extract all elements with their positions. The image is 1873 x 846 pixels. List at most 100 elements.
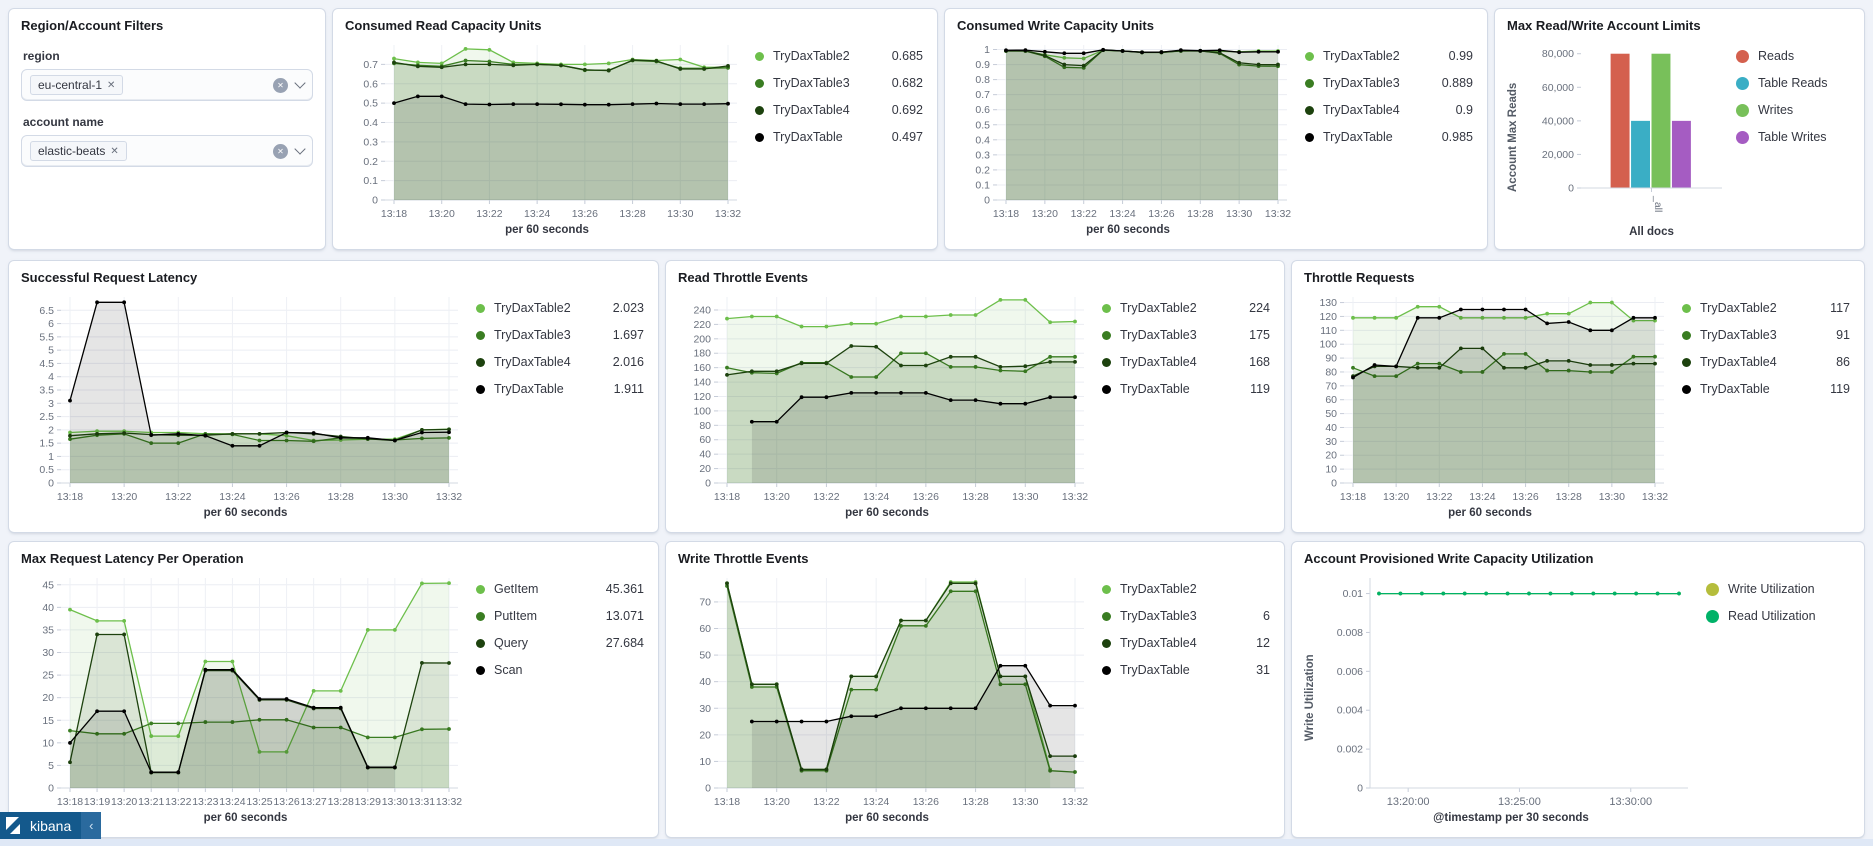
- legend-label: TryDaxTable4: [773, 103, 850, 117]
- legend-item[interactable]: TryDaxTable2 224: [1102, 301, 1270, 315]
- consumed-read-capacity-chart[interactable]: 0 0.1 0.2 0.3 0.4 0.5 0.6 0.7 13:18 13:20 13:22 13:…: [345, 35, 749, 222]
- write-throttle-events-chart[interactable]: 0 10 20 30 40 50 60 70 13:18 13:20 13:22 13:24 13:26…: [678, 568, 1096, 810]
- legend-item[interactable]: Table Reads: [1736, 76, 1850, 90]
- legend-dot-icon: [1102, 665, 1111, 675]
- legend-item[interactable]: Writes: [1736, 103, 1850, 117]
- svg-text:0.006: 0.006: [1337, 666, 1363, 678]
- legend-label: Table Writes: [1758, 130, 1827, 144]
- svg-text:13:24: 13:24: [1469, 491, 1495, 503]
- legend-item[interactable]: TryDaxTable4 2.016: [476, 355, 644, 369]
- legend-item[interactable]: Write Utilization: [1706, 582, 1850, 596]
- legend-item[interactable]: TryDaxTable2 117: [1682, 301, 1850, 315]
- legend-item[interactable]: TryDaxTable 0.985: [1305, 130, 1473, 144]
- successful-request-latency-chart[interactable]: 0 0.5 1 1.5 2 2.5 3 3.5 4 4.5 5 5.5 6 6.5 13:18 13:20 13…: [21, 287, 470, 505]
- legend-value: 31: [1256, 663, 1270, 677]
- svg-text:13:22: 13:22: [813, 796, 839, 808]
- consumed-read-capacity-units-plot: 0 0.1 0.2 0.3 0.4 0.5 0.6 0.7 13:18 13:20 13:22 13:…: [363, 45, 741, 220]
- svg-text:45: 45: [42, 579, 54, 591]
- svg-text:120: 120: [1319, 311, 1337, 323]
- legend-label: Read Utilization: [1728, 609, 1816, 623]
- chevron-down-icon[interactable]: [294, 143, 306, 155]
- svg-text:25: 25: [42, 670, 54, 682]
- legend-item[interactable]: TryDaxTable4 168: [1102, 355, 1270, 369]
- legend-label: Writes: [1758, 103, 1794, 117]
- remove-pill-icon[interactable]: ✕: [110, 145, 119, 157]
- legend-label: TryDaxTable3: [494, 328, 571, 342]
- legend-item[interactable]: TryDaxTable4 0.9: [1305, 103, 1473, 117]
- legend-item[interactable]: Table Writes: [1736, 130, 1850, 144]
- svg-text:13:26: 13:26: [913, 491, 939, 503]
- svg-text:40: 40: [1325, 422, 1337, 434]
- bar-reads[interactable]: [1610, 53, 1630, 188]
- throttle-requests-chart[interactable]: 0 10 20 30 40 50 60 70 80 90 100 110 120 130 13:18 13:2…: [1304, 287, 1676, 505]
- legend-value: 12: [1256, 636, 1270, 650]
- clear-selection-icon[interactable]: ✕: [273, 143, 288, 159]
- x-axis-title: per 60 seconds: [505, 224, 589, 236]
- legend-item[interactable]: TryDaxTable3 91: [1682, 328, 1850, 342]
- legend-item[interactable]: TryDaxTable4 0.692: [755, 103, 923, 117]
- chevron-down-icon[interactable]: [294, 77, 306, 89]
- legend-item[interactable]: TryDaxTable4 86: [1682, 355, 1850, 369]
- legend-item[interactable]: TryDaxTable3 1.697: [476, 328, 644, 342]
- svg-text:2: 2: [48, 424, 54, 436]
- svg-text:0.6: 0.6: [975, 104, 990, 116]
- legend-item[interactable]: TryDaxTable2 0.99: [1305, 49, 1473, 63]
- max-request-latency-chart[interactable]: 0 5 10 15 20 25 30 35 40 45 13:18 13:19 13:20 13:21 13…: [21, 568, 470, 810]
- account-selected-pill[interactable]: elastic-beats ✕: [30, 141, 127, 161]
- legend-item[interactable]: TryDaxTable 31: [1102, 663, 1270, 677]
- legend-dot-icon: [1736, 103, 1749, 117]
- legend-dot-icon: [1102, 638, 1111, 648]
- legend-item[interactable]: TryDaxTable4 12: [1102, 636, 1270, 650]
- region-combobox[interactable]: eu-central-1 ✕ ✕: [21, 69, 313, 101]
- legend-label: TryDaxTable3: [1700, 328, 1777, 342]
- legend-item[interactable]: TryDaxTable 119: [1102, 382, 1270, 396]
- legend-item[interactable]: Scan: [476, 663, 644, 677]
- clear-selection-icon[interactable]: ✕: [273, 77, 288, 93]
- kibana-logo-button[interactable]: kibana: [0, 812, 82, 839]
- svg-text:0.5: 0.5: [39, 464, 54, 476]
- bar-writes[interactable]: [1651, 53, 1671, 188]
- legend-item[interactable]: TryDaxTable 1.911: [476, 382, 644, 396]
- svg-text:13:22: 13:22: [1071, 208, 1097, 220]
- svg-text:13:22: 13:22: [476, 208, 502, 220]
- legend-dot-icon: [1102, 384, 1111, 394]
- bar-table-reads[interactable]: [1631, 120, 1650, 188]
- legend-item[interactable]: TryDaxTable3 0.682: [755, 76, 923, 90]
- legend-item[interactable]: Reads: [1736, 49, 1850, 63]
- svg-text:13:22: 13:22: [165, 796, 191, 808]
- account-limits-bar-chart[interactable]: 0 20,000 40,000 60,000 80,000 _all All docs: [1525, 35, 1730, 240]
- remove-pill-icon[interactable]: ✕: [107, 79, 116, 91]
- legend-item[interactable]: TryDaxTable2 2.023: [476, 301, 644, 315]
- legend-item[interactable]: TryDaxTable 119: [1682, 382, 1850, 396]
- legend-item[interactable]: TryDaxTable2 0.685: [755, 49, 923, 63]
- legend-item[interactable]: GetItem 45.361: [476, 582, 644, 596]
- kibana-logo-icon: [6, 817, 20, 834]
- collapse-sidebar-icon[interactable]: ‹: [81, 812, 102, 839]
- legend-item[interactable]: TryDaxTable3 0.889: [1305, 76, 1473, 90]
- legend-item[interactable]: TryDaxTable2: [1102, 582, 1270, 596]
- legend-item[interactable]: Read Utilization: [1706, 609, 1850, 623]
- consumed-write-capacity-chart[interactable]: 0 0.1 0.2 0.3 0.4 0.5 0.6 0.7 0.8 0.9 1 13:18 13:20 1…: [957, 35, 1299, 222]
- svg-text:0: 0: [705, 478, 711, 490]
- region-selected-pill[interactable]: eu-central-1 ✕: [30, 75, 124, 95]
- kibana-brand-bar: kibana ‹: [0, 812, 102, 839]
- legend-dot-icon: [476, 384, 485, 394]
- legend-item[interactable]: TryDaxTable 0.497: [755, 130, 923, 144]
- svg-text:13:24: 13:24: [863, 796, 889, 808]
- legend-item[interactable]: TryDaxTable3 175: [1102, 328, 1270, 342]
- region-field-label: region: [23, 49, 60, 63]
- svg-text:13:26: 13:26: [273, 796, 299, 808]
- bar-table-writes[interactable]: [1671, 120, 1691, 188]
- legend-item[interactable]: Query 27.684: [476, 636, 644, 650]
- write-capacity-utilization-chart[interactable]: 0 0.002 0.004 0.006 0.008 0.01 13:20:00 13:25:0…: [1322, 568, 1700, 810]
- svg-text:0.7: 0.7: [975, 89, 990, 101]
- account-combobox[interactable]: elastic-beats ✕ ✕: [21, 135, 313, 167]
- svg-text:0.4: 0.4: [975, 134, 990, 146]
- legend-item[interactable]: PutItem 13.071: [476, 609, 644, 623]
- read-throttle-events-chart[interactable]: 0 20 40 60 80 100 120 140 160 180 200 220 240 13:18 13…: [678, 287, 1096, 505]
- legend-item[interactable]: TryDaxTable3 6: [1102, 609, 1270, 623]
- legend-value: 0.889: [1441, 76, 1473, 90]
- legend-label: TryDaxTable3: [773, 76, 850, 90]
- chart-legend: TryDaxTable2 0.685 TryDaxTable3 0.682 TryDax…: [749, 35, 925, 240]
- svg-text:13:29: 13:29: [355, 796, 381, 808]
